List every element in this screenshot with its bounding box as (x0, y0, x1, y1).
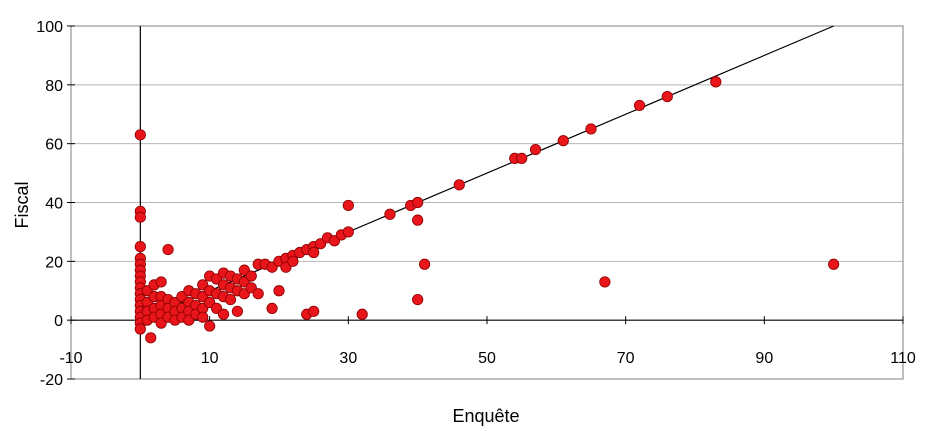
y-tick-label: 40 (45, 196, 63, 213)
data-point (217, 308, 230, 320)
data-point (204, 320, 216, 332)
y-tick-label: 0 (54, 313, 63, 330)
data-point (145, 332, 157, 344)
y-axis-ticks: -20 0 20 40 60 80 100 (36, 19, 75, 389)
data-point (453, 179, 465, 191)
data-point (342, 226, 354, 238)
data-point (134, 211, 146, 223)
x-axis-ticks: -10 10 30 50 70 90 110 (59, 316, 916, 367)
x-tick-label: 110 (890, 350, 916, 367)
data-point (557, 135, 569, 147)
reference-line (140, 25, 834, 321)
data-point (412, 293, 424, 306)
data-point (266, 302, 278, 314)
data-point (412, 214, 424, 226)
data-point (516, 152, 528, 164)
data-point (633, 99, 646, 112)
data-point (585, 123, 597, 135)
data-point (710, 76, 722, 88)
data-point (287, 255, 299, 267)
data-point (162, 243, 174, 256)
data-point (197, 311, 209, 323)
data-point (231, 305, 243, 317)
y-axis-title: Fiscal (12, 181, 32, 228)
x-tick-label: 70 (617, 350, 635, 367)
y-tick-label: 80 (45, 78, 63, 95)
data-point (308, 246, 320, 259)
data-point (134, 241, 146, 253)
data-point (529, 143, 542, 156)
data-points (134, 76, 840, 344)
gridlines (71, 25, 903, 380)
data-point (828, 258, 840, 270)
x-tick-label: 10 (201, 350, 219, 367)
y-tick-label: -20 (40, 372, 63, 389)
data-point (384, 208, 396, 220)
x-tick-label: 50 (478, 350, 496, 367)
data-point (273, 285, 285, 297)
data-point (245, 270, 257, 282)
data-point (134, 323, 146, 335)
data-point (308, 305, 320, 317)
data-point (599, 276, 611, 288)
data-point (134, 129, 146, 141)
data-point (661, 91, 673, 103)
data-point (418, 258, 431, 270)
x-tick-label: 30 (339, 350, 357, 367)
data-point (155, 276, 167, 288)
data-point (412, 196, 424, 209)
x-tick-label: -10 (59, 350, 82, 367)
x-tick-label: 90 (755, 350, 773, 367)
data-point (224, 293, 237, 306)
y-tick-label: 100 (36, 19, 63, 36)
x-axis-title: Enquête (452, 406, 519, 426)
data-point (252, 288, 264, 300)
data-point (356, 308, 368, 320)
y-tick-label: 60 (45, 137, 63, 154)
data-point (342, 199, 354, 212)
y-tick-label: 20 (45, 254, 63, 271)
